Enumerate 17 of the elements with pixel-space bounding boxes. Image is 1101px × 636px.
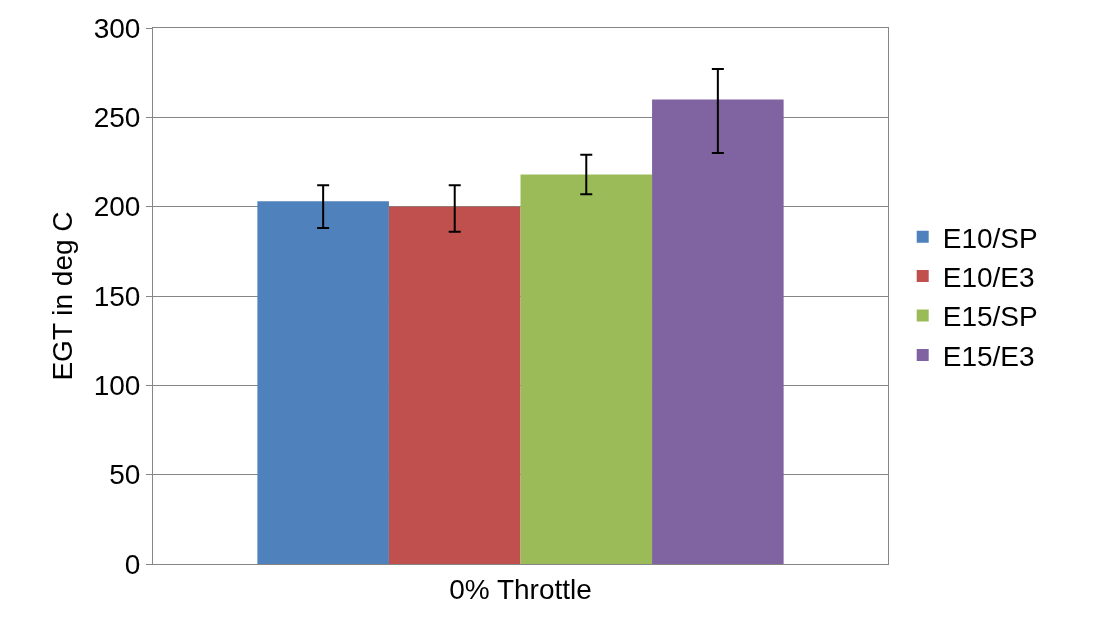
legend-label: E10/SP xyxy=(942,222,1038,254)
legend-label: E10/E3 xyxy=(942,262,1035,294)
y-tick-label: 50 xyxy=(109,459,141,491)
legend-label: E15/E3 xyxy=(942,340,1035,372)
bar xyxy=(388,206,521,564)
y-tick-label: 100 xyxy=(93,370,141,402)
bar xyxy=(257,201,389,564)
y-axis-title: EGT in deg C xyxy=(47,211,79,381)
y-tick-label: 250 xyxy=(93,102,141,134)
x-tick-label: 0% Throttle xyxy=(449,573,592,605)
y-tick-label: 300 xyxy=(93,12,141,44)
y-tick-label: 0 xyxy=(124,548,141,580)
y-tick-label: 150 xyxy=(93,280,141,312)
bar xyxy=(652,99,784,564)
bar xyxy=(520,174,653,564)
legend-label: E15/SP xyxy=(942,301,1038,333)
y-tick-label: 200 xyxy=(93,191,141,223)
